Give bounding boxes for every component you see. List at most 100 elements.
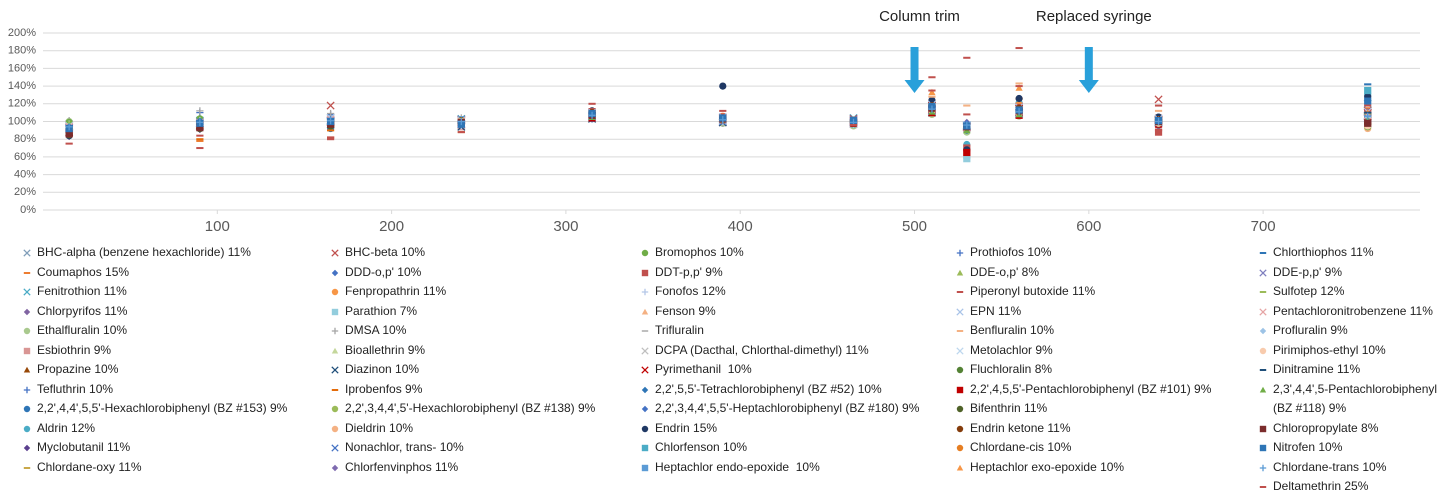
- legend-label: DDT-p,p' 9%: [655, 264, 723, 279]
- legend-item: DCPA (Dacthal, Chlorthal-dimethyl) 11%: [640, 341, 950, 361]
- marker-dash: [1015, 82, 1023, 85]
- marker-triangle: [641, 308, 649, 315]
- legend-item: DDE-p,p' 9%: [1258, 263, 1453, 283]
- legend-item: BHC-beta 10%: [330, 243, 635, 263]
- legend-marker: [331, 388, 339, 391]
- legend-label: Chlorpyrifos 11%: [37, 303, 128, 318]
- legend-item: Esbiothrin 9%: [22, 341, 327, 361]
- legend-item: Propazine 10%: [22, 360, 327, 380]
- marker-dash: [1259, 369, 1267, 371]
- legend-item: Fonofos 12%: [640, 282, 950, 302]
- marker-square: [963, 155, 971, 163]
- legend-label: BHC-alpha (benzene hexachloride) 11%: [37, 245, 251, 259]
- legend-label: 2,3',4,4',5-Pentachlorobiphenyl (BZ #118…: [1273, 381, 1441, 416]
- legend-item: Sulfotep 12%: [1258, 282, 1453, 302]
- legend-item: Aldrin 12%: [22, 419, 327, 439]
- marker-triangle: [956, 269, 964, 276]
- legend-item: Deltamethrin 25%: [1258, 477, 1453, 497]
- marker-dash: [719, 109, 727, 112]
- legend-marker: [641, 444, 649, 452]
- legend-marker: [331, 366, 339, 374]
- legend-label: Chlordane-oxy 11%: [37, 459, 142, 474]
- legend-label: Nitrofen 10%: [1273, 440, 1343, 454]
- marker-diamond: [641, 386, 649, 393]
- legend-item: Endrin 15%: [640, 419, 950, 439]
- y-tick-label: 180%: [8, 45, 36, 57]
- marker-dash: [1154, 129, 1163, 132]
- legend-marker: [1259, 268, 1267, 277]
- legend-label: Chlorfenvinphos 11%: [345, 459, 459, 474]
- marker-triangle: [928, 88, 936, 96]
- legend-label: Pentachloronitrobenzene 11%: [1273, 303, 1433, 318]
- x-tick-label: 300: [553, 218, 578, 235]
- legend-column: BHC-alpha (benzene hexachloride) 11% Coum…: [22, 243, 327, 477]
- legend-label: DDD-o,p' 10%: [345, 264, 422, 279]
- legend-label: Piperonyl butoxide 11%: [970, 284, 1096, 298]
- marker-dash: [327, 129, 335, 132]
- marker-square: [65, 130, 73, 138]
- legend-marker: [23, 288, 31, 296]
- legend-marker: [956, 444, 964, 452]
- legend-label: 2,2',4,4',5,5'-Hexachlorobiphenyl (BZ #1…: [37, 401, 288, 415]
- annotation: Column trim: [879, 8, 960, 25]
- legend-label: Chlorthiophos 11%: [1273, 245, 1374, 259]
- legend-label: DDE-o,p' 8%: [970, 264, 1039, 279]
- legend-item: Heptachlor endo-epoxide 10%: [640, 458, 950, 478]
- marker-dash: [331, 388, 339, 391]
- legend-item: 2,2',3,4,4',5,5'-Heptachlorobiphenyl (BZ…: [640, 399, 950, 419]
- legend-label: Deltamethrin 25%: [1273, 479, 1369, 493]
- marker-circle: [331, 288, 339, 296]
- legend-item: Iprobenfos 9%: [330, 380, 635, 400]
- legend-item: Metolachlor 9%: [955, 341, 1255, 361]
- legend-marker: [23, 386, 31, 393]
- marker-dash: [1259, 291, 1267, 293]
- y-tick-label: 200%: [8, 27, 36, 39]
- marker-triangle: [1015, 84, 1023, 91]
- legend-item: 2,2',3,4,4',5'-Hexachlorobiphenyl (BZ #1…: [330, 399, 635, 419]
- legend-item: Profluralin 9%: [1258, 321, 1453, 341]
- legend-label: DDE-p,p' 9%: [1273, 264, 1342, 279]
- legend-marker: [1259, 444, 1267, 452]
- legend-item: Myclobutanil 11%: [22, 438, 327, 458]
- legend-label: Fenpropathrin 11%: [345, 284, 447, 298]
- legend-marker: [956, 405, 964, 413]
- legend-label: 2,2',3,4,4',5'-Hexachlorobiphenyl (BZ #1…: [345, 401, 596, 415]
- legend-marker: [331, 308, 339, 315]
- marker-dash: [196, 139, 204, 142]
- legend-marker: [641, 249, 649, 257]
- legend-marker: [23, 466, 31, 469]
- y-tick-label: 40%: [14, 169, 36, 181]
- marker-dash: [65, 142, 73, 145]
- legend-item: Chloropropylate 8%: [1258, 419, 1453, 439]
- marker-triangle: [956, 464, 964, 471]
- legend-item: Pyrimethanil 10%: [640, 360, 950, 380]
- y-tick-label: 80%: [14, 133, 36, 145]
- marker-square: [331, 308, 339, 315]
- legend-marker: [23, 347, 31, 354]
- marker-plus: [1364, 112, 1372, 120]
- legend-marker: [1259, 386, 1267, 393]
- legend-item: DDE-o,p' 8%: [955, 263, 1255, 283]
- marker-plus: [196, 118, 204, 126]
- legend-item: Chlordane-cis 10%: [955, 438, 1255, 458]
- marker-dash: [641, 330, 649, 332]
- marker-x: [956, 346, 964, 355]
- legend-label: Chlordane-trans 10%: [1273, 459, 1387, 474]
- marker-dash: [1154, 109, 1163, 112]
- legend-marker: [1259, 307, 1267, 316]
- legend-item: 2,2',4,5,5'-Pentachlorobiphenyl (BZ #101…: [955, 380, 1255, 400]
- annotation-arrow: [904, 47, 925, 93]
- legend-column: Prothiofos 10% DDE-o,p' 8% Piperonyl butox…: [955, 243, 1255, 477]
- marker-square: [1259, 444, 1267, 452]
- marker-dash: [956, 291, 964, 293]
- legend-marker: [331, 464, 339, 471]
- legend-marker: [331, 405, 339, 413]
- marker-circle: [23, 405, 31, 413]
- marker-circle: [1015, 94, 1023, 103]
- legend-marker: [331, 269, 339, 276]
- legend-item: DMSA 10%: [330, 321, 635, 341]
- legend-marker: [641, 308, 649, 315]
- x-tick-label: 400: [728, 218, 753, 235]
- legend-marker: [641, 346, 649, 355]
- legend-marker: [23, 327, 31, 335]
